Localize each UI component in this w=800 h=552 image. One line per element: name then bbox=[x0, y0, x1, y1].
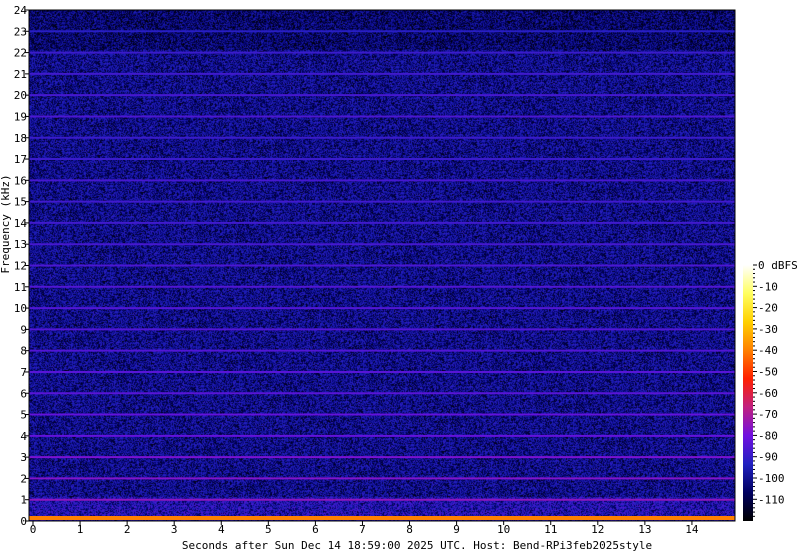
y-tick-label: 22 bbox=[14, 47, 27, 60]
x-tick-label: 2 bbox=[124, 523, 131, 536]
y-tick-label: 0 bbox=[20, 515, 27, 528]
y-tick-label: 21 bbox=[14, 68, 27, 81]
colorbar-tick-label: -50 bbox=[758, 366, 778, 379]
colorbar-tick-label: -60 bbox=[758, 387, 778, 400]
y-tick-label: 16 bbox=[14, 174, 27, 187]
x-tick-label: 4 bbox=[218, 523, 225, 536]
y-tick-label: 24 bbox=[14, 4, 28, 17]
x-tick-label: 10 bbox=[497, 523, 510, 536]
y-tick-label: 14 bbox=[14, 217, 28, 230]
y-tick-label: 3 bbox=[20, 451, 27, 464]
colorbar-tick-label: -110 bbox=[758, 493, 785, 506]
y-axis-label: Frequency (kHz) bbox=[0, 174, 12, 273]
x-tick-label: 14 bbox=[685, 523, 699, 536]
colorbar-tick-label: -100 bbox=[758, 472, 785, 485]
y-tick-label: 8 bbox=[20, 345, 27, 358]
x-axis-label: Seconds after Sun Dec 14 18:59:00 2025 U… bbox=[182, 539, 652, 552]
y-tick-label: 9 bbox=[20, 323, 27, 336]
y-tick-label: 20 bbox=[14, 89, 27, 102]
colorbar-tick-label: -30 bbox=[758, 323, 778, 336]
colorbar bbox=[743, 265, 753, 521]
x-tick-label: 12 bbox=[591, 523, 604, 536]
y-tick-label: 2 bbox=[20, 472, 27, 485]
y-tick-label: 1 bbox=[20, 494, 27, 507]
colorbar-tick-label: -70 bbox=[758, 408, 778, 421]
colorbar-tick-label: -40 bbox=[758, 344, 778, 357]
y-tick-label: 17 bbox=[14, 153, 27, 166]
x-tick-label: 11 bbox=[544, 523, 557, 536]
y-tick-label: 19 bbox=[14, 110, 27, 123]
colorbar-tick-label: -80 bbox=[758, 429, 778, 442]
y-tick-label: 10 bbox=[14, 302, 27, 315]
y-tick-label: 12 bbox=[14, 260, 27, 273]
x-tick-label: 5 bbox=[265, 523, 272, 536]
y-tick-label: 13 bbox=[14, 238, 27, 251]
x-tick-label: 9 bbox=[453, 523, 460, 536]
colorbar-tick-label: 0 dBFS bbox=[758, 259, 798, 272]
y-tick-label: 15 bbox=[14, 196, 27, 209]
x-tick-label: 8 bbox=[406, 523, 413, 536]
y-tick-label: 5 bbox=[20, 409, 27, 422]
colorbar-tick-label: -20 bbox=[758, 302, 778, 315]
y-tick-label: 6 bbox=[20, 387, 27, 400]
x-tick-label: 6 bbox=[312, 523, 319, 536]
y-tick-label: 18 bbox=[14, 132, 27, 145]
y-tick-label: 23 bbox=[14, 25, 27, 38]
y-tick-label: 4 bbox=[20, 430, 27, 443]
x-tick-label: 3 bbox=[171, 523, 178, 536]
y-tick-label: 7 bbox=[20, 366, 27, 379]
x-tick-label: 0 bbox=[30, 523, 37, 536]
y-tick-label: 11 bbox=[14, 281, 27, 294]
x-tick-label: 7 bbox=[359, 523, 366, 536]
x-tick-label: 1 bbox=[77, 523, 84, 536]
x-tick-label: 13 bbox=[638, 523, 651, 536]
colorbar-tick-label: -10 bbox=[758, 280, 778, 293]
colorbar-tick-label: -90 bbox=[758, 451, 778, 464]
